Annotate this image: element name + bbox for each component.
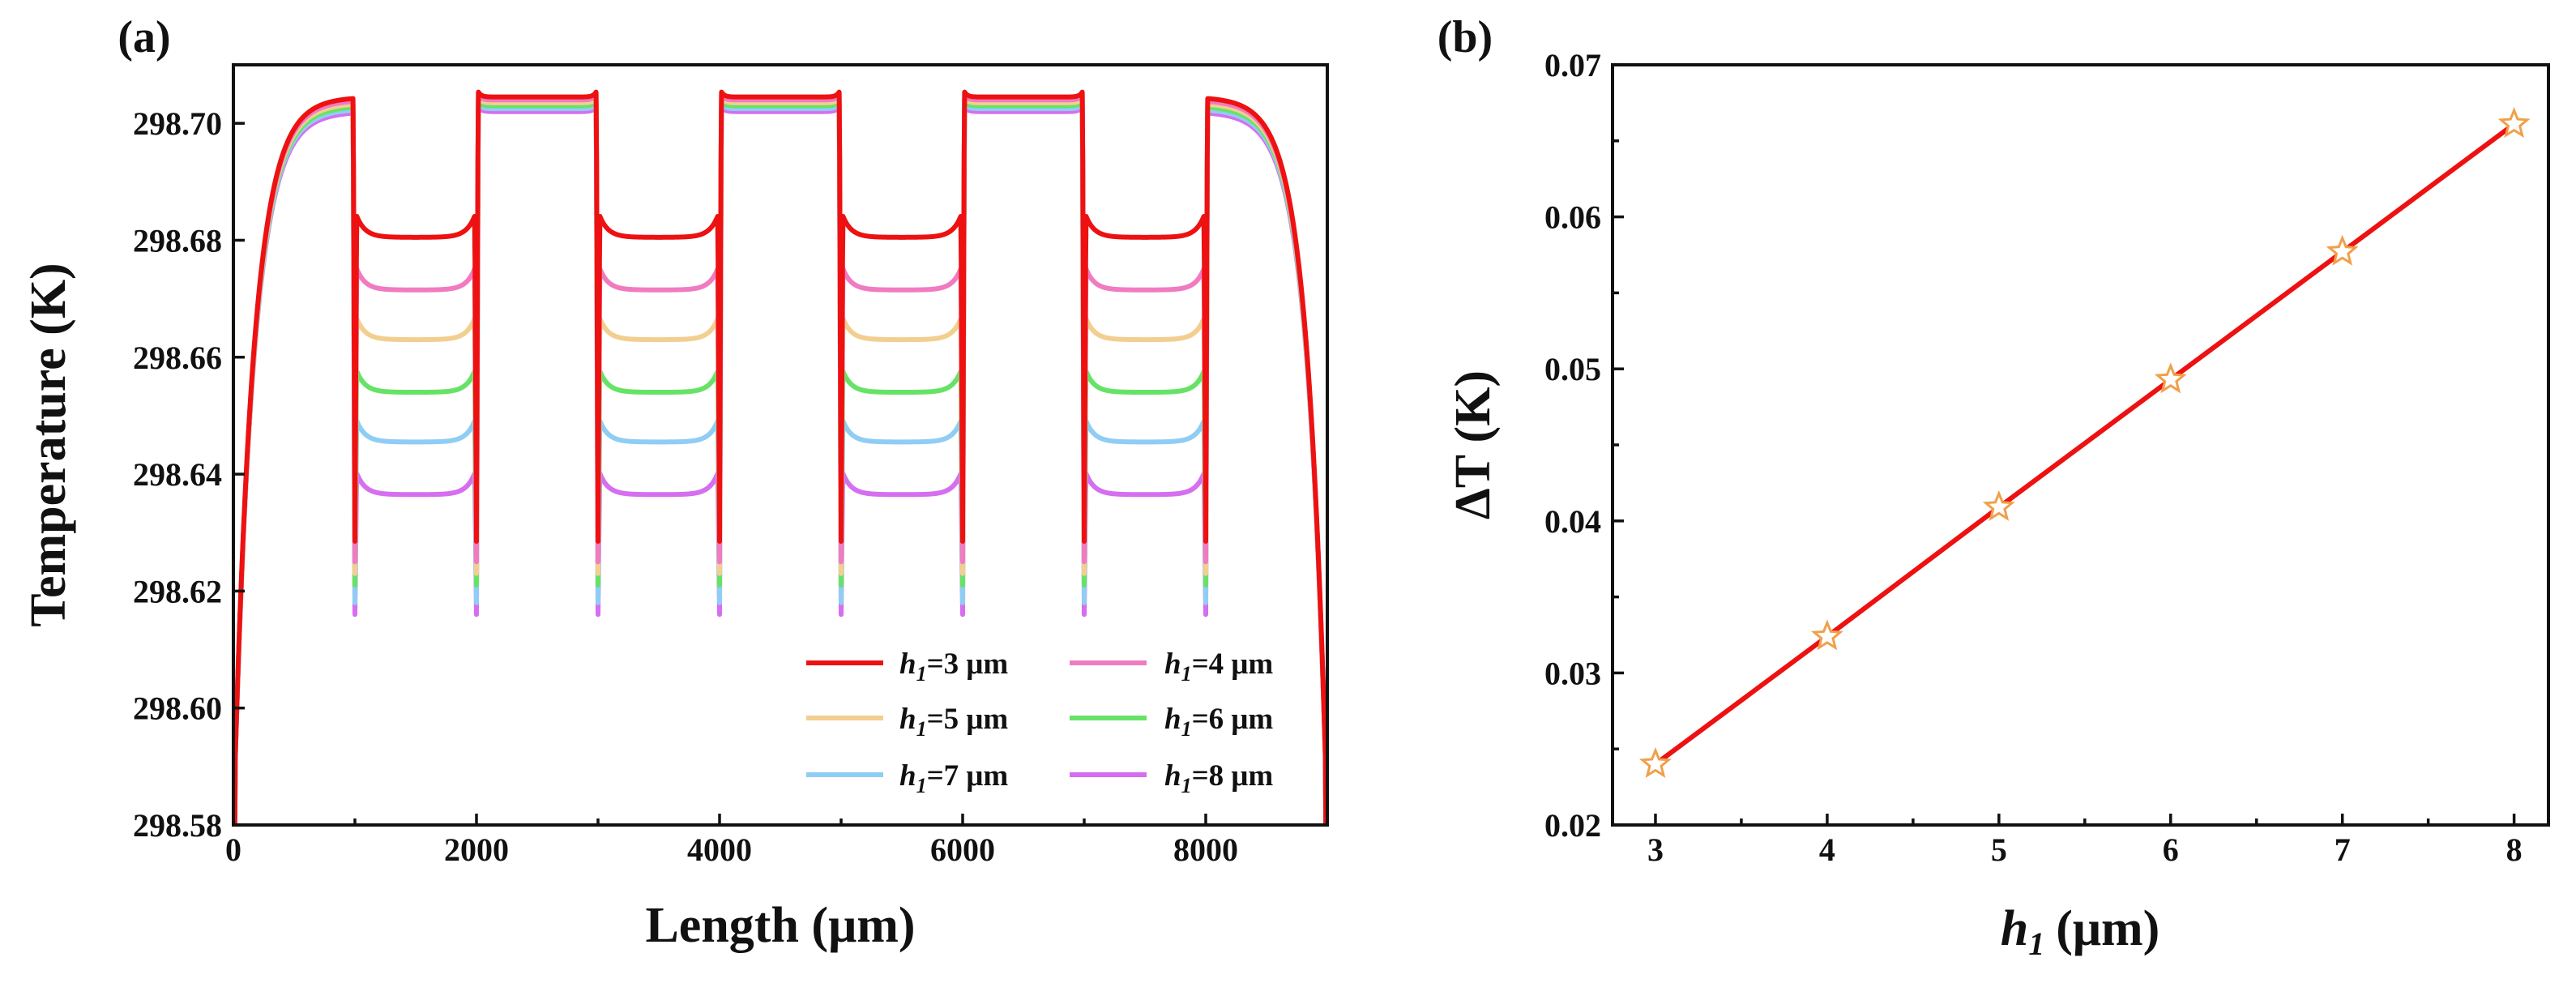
panel-a-y-tick-label: 298.62 (133, 573, 222, 609)
legend-rest: =4 μm (1192, 647, 1274, 681)
panel-a-x-tick-label: 2000 (444, 831, 509, 868)
legend-rest: =8 μm (1192, 759, 1274, 793)
panel-a-y-tick-label: 298.58 (133, 807, 222, 844)
legend-var: h (899, 759, 916, 793)
panel-b-y-tick-label: 0.07 (1544, 47, 1601, 83)
panel-a-y-axis-label: Temperature (K) (21, 263, 76, 626)
legend-entry: h1=3 μm (899, 647, 1008, 686)
legend-sub: 1 (1181, 717, 1192, 741)
panel-a-label: (a) (117, 12, 170, 62)
legend-sub: 1 (916, 662, 927, 686)
panel-a-x-tick-label: 0 (225, 831, 241, 868)
panel-a-y-tick-label: 298.60 (133, 690, 222, 727)
panel-a-x-tick-label: 6000 (930, 831, 995, 868)
panel-b-label: (b) (1438, 12, 1493, 62)
panel-b-y-tick-label: 0.03 (1544, 655, 1601, 691)
panel-a-series-line (233, 98, 1327, 825)
panel-a-ticks: 0 2000 4000 6000 8000 298.58 298.60 298.62 298.6… (133, 105, 1238, 868)
panel-b-data-point (1810, 619, 1843, 651)
legend-sub: 1 (916, 774, 927, 797)
panel-a-y-tick-label: 298.66 (133, 340, 222, 376)
legend-sub: 1 (1181, 774, 1192, 797)
legend-entry: h1=4 μm (1164, 647, 1273, 686)
panel-b-x-tick-label: 5 (1991, 831, 2007, 868)
panel-a-y-tick-label: 298.68 (133, 222, 222, 259)
legend-rest: =6 μm (1192, 703, 1274, 736)
panel-b-y-axis-label: ΔT (K) (1446, 370, 1501, 519)
legend-rest: =5 μm (927, 703, 1009, 736)
legend-var: h (1164, 703, 1181, 736)
panel-a-series-line (233, 95, 1327, 825)
panel-b-data-point (1638, 746, 1672, 778)
legend-var: h (1164, 647, 1181, 681)
panel-a-curves (233, 89, 1327, 825)
panel-a-y-tick-label: 298.64 (133, 456, 222, 493)
legend-sub: 1 (916, 717, 927, 741)
panel-b-x-axis-unit: (μm) (2056, 901, 2159, 956)
panel-b-x-tick-label: 6 (2163, 831, 2179, 868)
legend-var: h (899, 703, 916, 736)
legend-entry: h1=5 μm (899, 703, 1008, 741)
panel-b-y-tick-label: 0.02 (1544, 807, 1601, 844)
panel-b-x-axis-var: h (2001, 901, 2028, 956)
panel-b-y-tick-label: 0.04 (1544, 503, 1601, 540)
panel-b-x-tick-label: 4 (1819, 831, 1835, 868)
panel-b: (b) 3 4 5 6 7 8 0.02 0.03 0.04 0.05 0.06 0.07 ΔT (K… (1438, 12, 2550, 962)
panel-a-series-line (233, 92, 1327, 825)
panel-b-x-axis-sub: 1 (2028, 925, 2044, 962)
legend-entry: h1=7 μm (899, 759, 1008, 797)
panel-b-x-axis-label: h1 (μm) (2001, 901, 2160, 962)
panel-b-data-point (2154, 362, 2187, 394)
panel-a-series-line (233, 104, 1327, 825)
legend-sub: 1 (1181, 662, 1192, 686)
panel-a-x-tick-label: 4000 (687, 831, 752, 868)
legend-entry: h1=8 μm (1164, 759, 1273, 797)
legend-rest: =3 μm (927, 647, 1009, 681)
legend-rest: =7 μm (927, 759, 1009, 793)
panel-b-y-tick-label: 0.05 (1544, 351, 1601, 387)
panel-a-series-line (233, 89, 1327, 825)
panel-b-data-point (2326, 234, 2359, 266)
panel-b-x-tick-label: 8 (2506, 831, 2523, 868)
panel-a-series-group (233, 89, 1327, 825)
panel-a: (a) 0 2000 4000 6000 8000 298.58 298.60 298.62 2… (21, 12, 1329, 953)
panel-b-data-point (2497, 107, 2531, 139)
legend-var: h (1164, 759, 1181, 793)
panel-a-y-tick-label: 298.70 (133, 105, 222, 142)
panel-b-ticks: 3 4 5 6 7 8 0.02 0.03 0.04 0.05 0.06 0.07 (1544, 47, 2523, 868)
panel-b-plot (1638, 107, 2531, 778)
panel-a-axes-frame (232, 63, 1329, 827)
panel-b-x-tick-label: 7 (2335, 831, 2351, 868)
legend-var: h (899, 647, 916, 681)
panel-b-x-tick-label: 3 (1647, 831, 1664, 868)
panel-a-x-axis-label: Length (μm) (645, 898, 915, 953)
legend-entry: h1=6 μm (1164, 703, 1273, 741)
panel-a-x-tick-label: 8000 (1173, 831, 1238, 868)
panel-b-data-point (1982, 489, 2015, 521)
panel-a-series-line (233, 101, 1327, 825)
panel-b-series-line (1654, 122, 2516, 767)
panel-b-y-tick-label: 0.06 (1544, 199, 1601, 236)
